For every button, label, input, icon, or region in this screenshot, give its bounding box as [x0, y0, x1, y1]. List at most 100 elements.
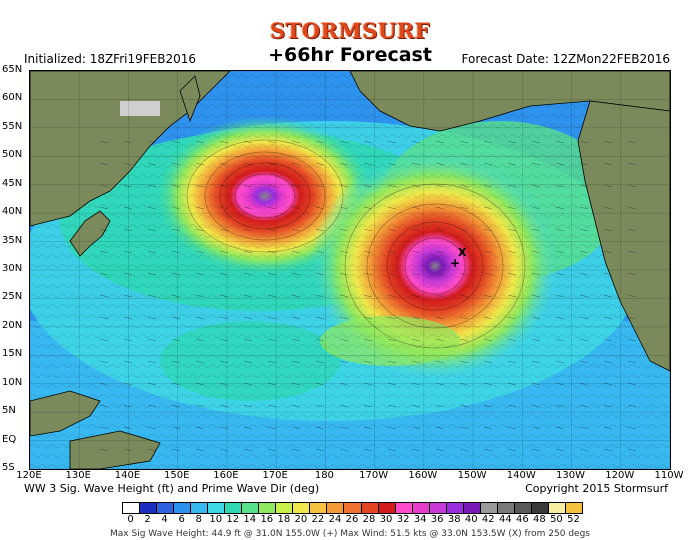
direction-arrow	[483, 316, 493, 320]
direction-arrow	[531, 316, 541, 320]
direction-arrow	[339, 294, 349, 298]
direction-arrow	[99, 272, 109, 276]
direction-arrow	[339, 426, 349, 430]
direction-arrow	[291, 162, 301, 166]
direction-arrow	[603, 228, 613, 232]
scale-swatch	[190, 502, 209, 514]
scale-value: 38	[447, 514, 461, 525]
direction-arrow	[411, 250, 421, 254]
scale-value: 18	[277, 514, 291, 525]
direction-arrow	[507, 404, 517, 408]
direction-arrow	[123, 250, 133, 254]
product-description: WW 3 Sig. Wave Height (ft) and Prime Wav…	[24, 482, 320, 495]
direction-arrow	[219, 140, 229, 144]
direction-arrow	[531, 404, 541, 408]
direction-arrow	[459, 184, 469, 188]
initialized-label: Initialized: 18ZFri19FEB2016	[24, 52, 197, 66]
direction-arrow	[243, 360, 253, 364]
direction-arrow	[363, 272, 373, 276]
scale-swatch	[411, 502, 430, 514]
direction-arrow	[387, 382, 397, 386]
direction-arrow	[387, 272, 397, 276]
lon-label: 120E	[16, 470, 42, 481]
direction-arrow	[627, 140, 637, 144]
direction-arrow	[171, 448, 181, 452]
direction-arrow	[171, 140, 181, 144]
direction-arrow	[483, 184, 493, 188]
direction-arrow	[147, 360, 157, 364]
direction-arrow	[459, 294, 469, 298]
scale-value: 0	[127, 514, 134, 525]
scale-swatch	[496, 502, 515, 514]
lon-label: 150W	[457, 470, 487, 481]
scale-value: 24	[328, 514, 342, 525]
direction-arrow	[363, 360, 373, 364]
lon-label: 120W	[605, 470, 635, 481]
scale-swatch	[513, 502, 532, 514]
lon-label: 180	[314, 470, 334, 481]
direction-arrow	[147, 426, 157, 430]
scale-value: 34	[413, 514, 427, 525]
direction-arrow	[435, 206, 445, 210]
direction-arrow	[483, 294, 493, 298]
direction-arrow	[579, 382, 589, 386]
direction-arrow	[267, 382, 277, 386]
direction-arrow	[267, 426, 277, 430]
lat-label: 35N	[2, 234, 23, 246]
direction-arrow	[507, 228, 517, 232]
direction-arrow	[363, 338, 373, 342]
direction-arrow	[435, 426, 445, 430]
direction-arrow	[123, 228, 133, 232]
direction-arrow	[147, 228, 157, 232]
lat-label: 65N	[2, 64, 23, 75]
direction-arrow	[387, 448, 397, 452]
direction-arrow	[579, 338, 589, 342]
direction-arrow	[291, 294, 301, 298]
maritime-land	[30, 390, 101, 437]
direction-arrow	[459, 360, 469, 364]
brand-logo: STORMSURF	[269, 18, 431, 43]
direction-arrow	[195, 184, 205, 188]
direction-arrow	[99, 228, 109, 232]
direction-arrow	[195, 228, 205, 232]
direction-arrow	[483, 272, 493, 276]
direction-arrow	[627, 404, 637, 408]
direction-arrow	[339, 338, 349, 342]
direction-arrow	[507, 382, 517, 386]
direction-arrow	[411, 294, 421, 298]
direction-arrow	[219, 360, 229, 364]
lat-label: 15N	[2, 348, 23, 360]
direction-arrow	[603, 162, 613, 166]
direction-arrow	[171, 206, 181, 210]
direction-arrow	[315, 250, 325, 254]
asia-land	[30, 71, 231, 227]
scale-value: 26	[345, 514, 359, 525]
direction-arrow	[507, 140, 517, 144]
direction-arrow	[579, 404, 589, 408]
scale-value: 28	[362, 514, 376, 525]
direction-arrow	[483, 162, 493, 166]
scale-value: 20	[294, 514, 308, 525]
direction-arrow	[243, 140, 253, 144]
direction-arrow	[555, 316, 565, 320]
direction-arrow	[435, 316, 445, 320]
direction-arrow	[243, 316, 253, 320]
scale-swatch	[309, 502, 328, 514]
direction-arrow	[315, 206, 325, 210]
direction-arrow	[99, 382, 109, 386]
direction-arrow	[531, 228, 541, 232]
scale-value: 4	[161, 514, 168, 525]
direction-arrow	[363, 140, 373, 144]
direction-arrow	[531, 338, 541, 342]
scale-swatch	[428, 502, 447, 514]
direction-arrow	[483, 140, 493, 144]
direction-arrow	[555, 448, 565, 452]
direction-arrow	[435, 448, 445, 452]
direction-arrow	[195, 316, 205, 320]
wave-height-map[interactable]: + X	[29, 70, 671, 470]
scale-value: 52	[567, 514, 580, 525]
direction-arrow	[99, 360, 109, 364]
direction-arrow	[387, 404, 397, 408]
direction-arrow	[555, 140, 565, 144]
direction-arrow	[123, 272, 133, 276]
